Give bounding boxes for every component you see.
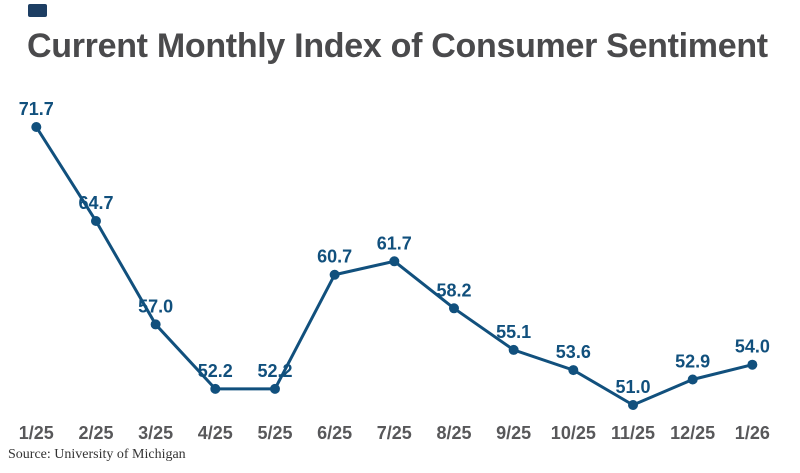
value-label: 53.6	[556, 342, 591, 362]
data-point	[568, 365, 579, 376]
value-label: 61.7	[377, 233, 412, 253]
data-point	[329, 269, 340, 280]
x-tick-label: 8/25	[436, 423, 472, 443]
x-tick-label: 1/25	[18, 423, 54, 443]
value-label: 64.7	[78, 193, 113, 213]
data-point	[269, 383, 280, 394]
data-point	[150, 319, 161, 330]
value-label: 51.0	[615, 377, 650, 397]
chart-title: Current Monthly Index of Consumer Sentim…	[27, 27, 768, 65]
x-tick-label: 6/25	[317, 423, 353, 443]
value-label: 71.7	[19, 99, 54, 119]
source-note: Source: University of Michigan	[8, 447, 186, 462]
data-point	[628, 400, 638, 410]
x-tick-label: 9/25	[496, 423, 532, 443]
data-point	[389, 256, 400, 267]
value-label: 52.9	[675, 351, 710, 371]
x-tick-label: 4/25	[197, 423, 233, 443]
value-label: 57.0	[138, 296, 173, 316]
value-label: 52.2	[257, 361, 292, 381]
data-point	[687, 374, 698, 385]
x-tick-label: 11/25	[610, 423, 656, 443]
x-tick-label: 5/25	[257, 423, 293, 443]
x-tick-label: 2/25	[78, 423, 114, 443]
x-tick-label: 10/25	[550, 423, 596, 443]
data-point	[90, 216, 101, 227]
x-tick-label: 1/26	[734, 423, 770, 443]
value-label: 52.2	[198, 361, 233, 381]
x-axis: 1/25 2/25 3/25 4/25 5/25 6/25 7/25 8/25 9/25 10/2…	[0, 423, 800, 445]
data-point	[448, 303, 459, 314]
value-label: 60.7	[317, 247, 352, 267]
data-point	[31, 122, 42, 132]
data-point	[508, 344, 519, 355]
x-tick-label: 12/25	[670, 423, 716, 443]
x-tick-label: 7/25	[376, 423, 412, 443]
value-label: 55.1	[496, 322, 531, 342]
data-point	[210, 383, 221, 394]
x-tick-label: 3/25	[138, 423, 174, 443]
brand-mark	[28, 4, 47, 17]
data-point	[747, 359, 758, 370]
value-label: 58.2	[436, 280, 471, 300]
value-label: 54.0	[735, 337, 770, 357]
